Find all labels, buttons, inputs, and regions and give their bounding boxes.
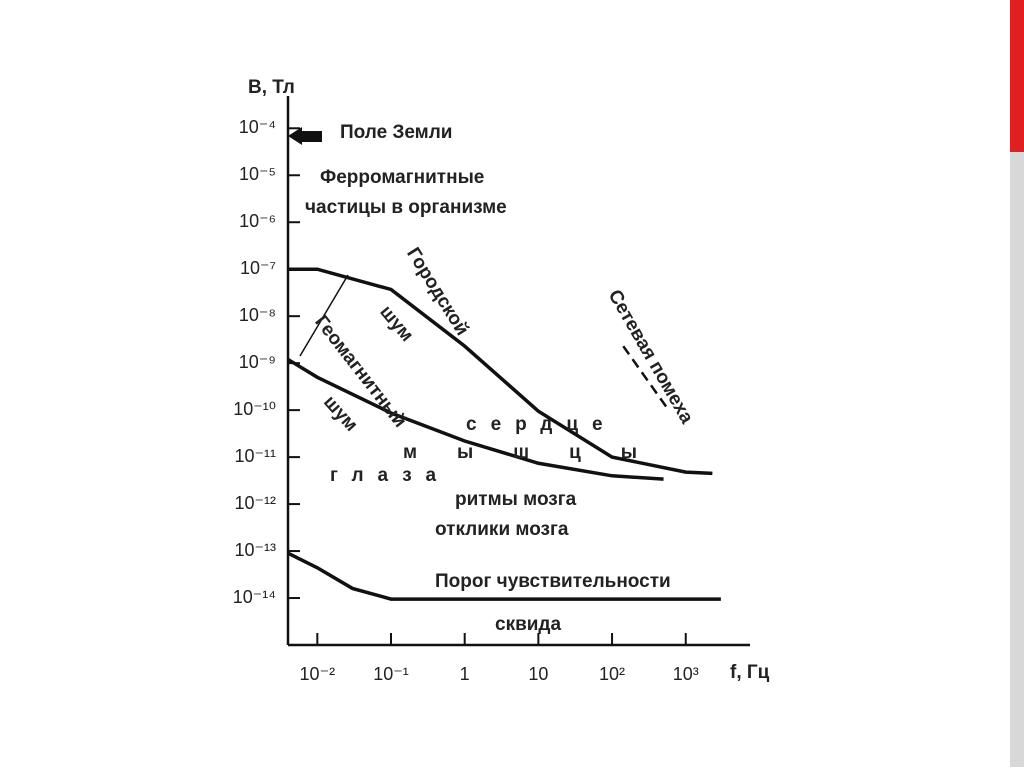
- y-tick-label: 10⁻⁶: [239, 211, 276, 231]
- annotation: Порог чувствительности: [435, 571, 671, 592]
- accent-bar: [1010, 0, 1024, 152]
- x-tick-label: 10²: [599, 664, 625, 684]
- annotation: мышцы: [403, 442, 677, 463]
- y-tick-label: 10⁻⁷: [240, 258, 276, 278]
- y-tick-label: 10⁻⁹: [239, 352, 276, 372]
- annotation: частицы в организме: [305, 197, 507, 218]
- series-line: [288, 267, 713, 476]
- earth-arrow: [288, 127, 322, 145]
- annotation: Поле Земли: [340, 122, 452, 143]
- y-tick-label: 10⁻¹³: [234, 540, 276, 560]
- y-tick-label: 10⁻⁵: [239, 164, 276, 184]
- annotation: сердце: [466, 414, 617, 435]
- x-tick-label: 10: [528, 664, 548, 684]
- y-tick-label: 10⁻¹¹: [234, 446, 276, 466]
- series-line: [622, 345, 671, 412]
- y-tick-label: 10⁻¹²: [234, 493, 276, 513]
- x-tick-label: 10³: [673, 664, 699, 684]
- x-tick-label: 10⁻²: [300, 664, 336, 684]
- x-tick-label: 1: [460, 664, 470, 684]
- y-tick-label: 10⁻⁴: [239, 117, 276, 137]
- y-tick-label: 10⁻⁸: [239, 305, 276, 325]
- y-tick-label: 10⁻¹⁴: [233, 587, 276, 607]
- annotation: отклики мозга: [435, 519, 569, 540]
- y-tick-label: 10⁻¹⁰: [233, 399, 276, 419]
- annotation: ритмы мозга: [455, 489, 577, 510]
- pointer-line: [299, 274, 349, 357]
- x-tick-label: 10⁻¹: [373, 664, 409, 684]
- series-line: [287, 357, 664, 481]
- series-line: [287, 551, 721, 601]
- x-axis-label: f, Гц: [730, 662, 770, 683]
- side-bar: [1010, 152, 1024, 767]
- annotation: Ферромагнитные: [320, 167, 484, 188]
- y-axis-label: B, Тл: [248, 77, 295, 98]
- annotation: сквида: [495, 614, 561, 635]
- annotation: глаза: [330, 465, 450, 486]
